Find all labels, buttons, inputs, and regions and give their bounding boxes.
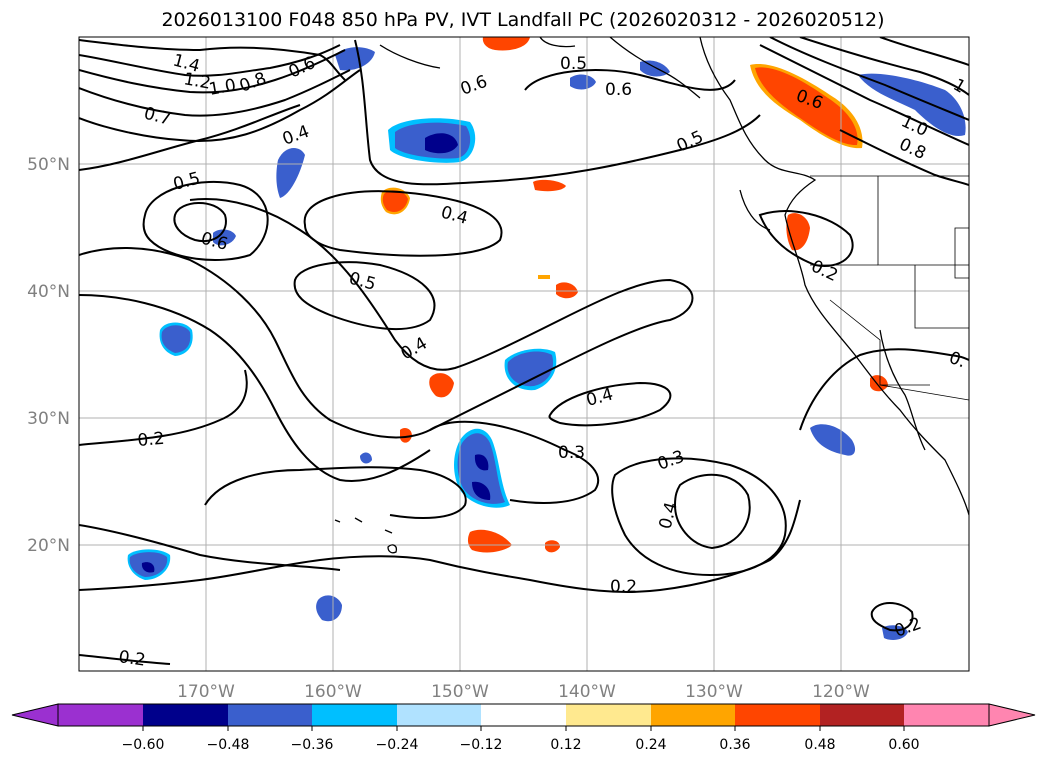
negative-anomaly-blob — [335, 47, 375, 71]
colorbar-segment — [820, 704, 904, 726]
colorbar-segment — [58, 704, 143, 726]
contour-label: 0.2 — [137, 429, 166, 451]
lon-tick-label: 170°W — [177, 682, 235, 702]
colorbar-segment — [904, 704, 989, 726]
negative-anomaly-blob — [159, 322, 193, 356]
map-frame — [78, 36, 970, 672]
colorbar-tick-label: −0.48 — [207, 737, 250, 753]
contour-label: 0.3 — [558, 443, 585, 463]
colorbar-tick-label: 0.24 — [635, 737, 666, 753]
colorbar-tick-label: 0.12 — [550, 737, 581, 753]
positive-anomaly-blob — [870, 375, 888, 392]
colorbar-segment — [397, 704, 481, 726]
contour-label: 1.0 — [207, 76, 237, 100]
lat-tick-label: 50°N — [27, 155, 70, 175]
shading-layer — [127, 37, 966, 640]
gridlines — [79, 37, 969, 671]
negative-anomaly-blob — [640, 60, 670, 77]
contour-label: 1.2 — [182, 69, 212, 93]
positive-anomaly-blob — [482, 37, 530, 51]
positive-anomaly-blob — [400, 428, 412, 443]
pv-contours — [79, 37, 969, 665]
colorbar-tick-label: −0.24 — [376, 737, 419, 753]
negative-anomaly-blob — [127, 549, 171, 580]
colorbar-tick-label: −0.36 — [291, 737, 334, 753]
negative-anomaly-blob — [810, 424, 856, 456]
colorbar-tick-label: −0.12 — [460, 737, 503, 753]
map-panel: 1.4 1.2 1.0 0.8 0.6 0.7 0.4 0.6 0.5 0.6 … — [78, 36, 970, 672]
lon-tick-label: 160°W — [304, 682, 362, 702]
colorbar-segment — [228, 704, 312, 726]
political-borders — [810, 175, 969, 401]
colorbar-segment — [735, 704, 820, 726]
colorbar-tick-label: 0.48 — [804, 737, 835, 753]
positive-anomaly-blob — [429, 373, 454, 398]
positive-anomaly-blob — [556, 282, 578, 299]
positive-anomaly-blob — [380, 187, 410, 215]
negative-anomaly-blob — [276, 148, 305, 198]
positive-anomaly-blob — [533, 179, 566, 192]
lat-tick-label: 30°N — [27, 409, 70, 429]
negative-anomaly-blob — [858, 73, 966, 136]
lat-tick-label: 40°N — [27, 282, 70, 302]
negative-anomaly-blob — [570, 74, 596, 90]
lon-tick-label: 150°W — [431, 682, 489, 702]
colorbar-segment — [312, 704, 397, 726]
lon-tick-label: 120°W — [812, 682, 870, 702]
colorbar-tick-label: 0.36 — [719, 737, 750, 753]
colorbar-segment — [651, 704, 735, 726]
negative-anomaly-blob — [454, 428, 510, 508]
lon-axis: 170°W 160°W 150°W 140°W 130°W 120°W — [177, 682, 870, 702]
figure-title: 2026013100 F048 850 hPa PV, IVT Landfall… — [161, 9, 884, 31]
negative-anomaly-blob — [504, 348, 557, 391]
contour-label: 0.2 — [117, 647, 147, 671]
negative-anomaly-blob — [360, 452, 372, 464]
colorbar-frame — [57, 703, 990, 727]
positive-anomaly-blob — [545, 540, 560, 553]
colorbar-extend-high — [988, 703, 1036, 727]
lon-tick-label: 140°W — [558, 682, 616, 702]
colorbar-segment — [566, 704, 651, 726]
negative-anomaly-blob — [388, 118, 476, 163]
positive-anomaly-blob — [538, 275, 550, 279]
colorbar-ticks — [142, 726, 905, 731]
colorbar-segment — [143, 704, 228, 726]
colorbar-segment — [481, 704, 566, 726]
lon-tick-label: 130°W — [685, 682, 743, 702]
colorbar-extend-low — [11, 703, 59, 727]
negative-anomaly-blob — [316, 595, 342, 622]
positive-anomaly-blob — [750, 64, 863, 149]
contour-label: 0.5 — [560, 54, 587, 74]
colorbar-tick-label: −0.60 — [122, 737, 165, 753]
positive-anomaly-blob — [467, 529, 512, 553]
contour-label: 0. — [946, 348, 968, 372]
lat-axis: 50°N 40°N 30°N 20°N — [27, 155, 70, 556]
contour-label: 0.2 — [610, 577, 637, 597]
colorbar: −0.60 −0.48 −0.36 −0.24 −0.12 0.12 0.24 … — [11, 703, 1036, 753]
contour-label: 0.6 — [605, 80, 632, 100]
lat-tick-label: 20°N — [27, 536, 70, 556]
colorbar-tick-label: 0.60 — [888, 737, 919, 753]
negative-anomaly-blob — [213, 229, 236, 246]
